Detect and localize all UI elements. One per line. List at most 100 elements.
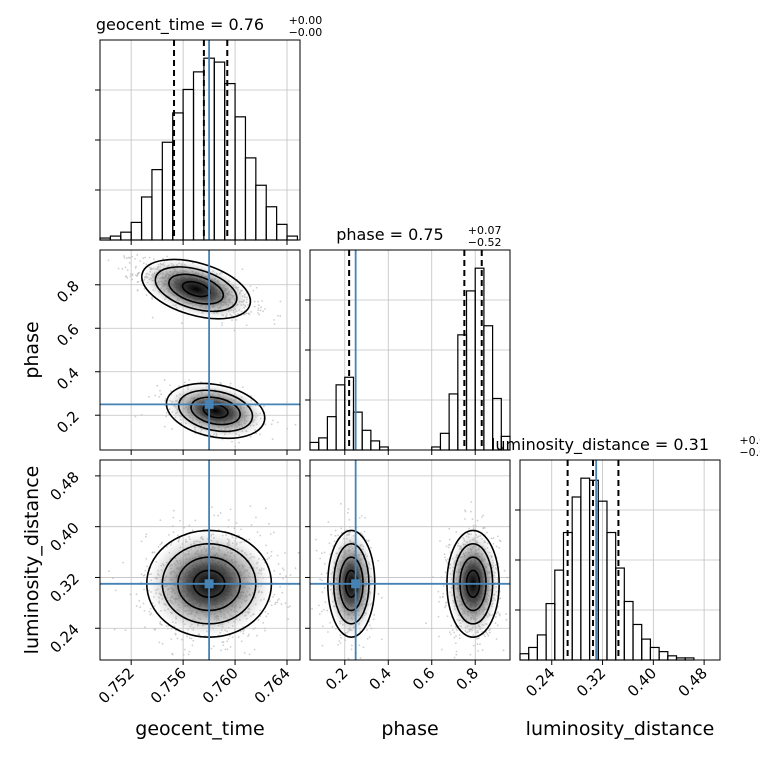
sample-point	[256, 634, 258, 637]
hist-bar-phase-6	[361, 429, 372, 451]
sample-point	[160, 393, 162, 396]
sample-point	[484, 635, 486, 638]
sample-point	[158, 395, 161, 398]
sample-point	[256, 312, 259, 314]
sample-point	[328, 542, 331, 545]
sample-point	[440, 576, 443, 579]
sample-point	[136, 274, 139, 277]
sample-point	[151, 551, 154, 554]
sample-point	[135, 265, 137, 268]
sample-point	[126, 277, 129, 279]
sample-point	[165, 625, 168, 627]
sample-point	[143, 288, 146, 290]
sample-point	[226, 648, 229, 651]
sample-point	[183, 526, 186, 529]
density-blob-1-0-0	[141, 259, 251, 319]
sample-point	[370, 627, 373, 630]
contour-1-0-0-1	[168, 273, 225, 305]
sample-point	[444, 556, 446, 559]
sample-point	[323, 608, 325, 611]
sample-point	[327, 631, 329, 633]
sample-point	[454, 642, 457, 645]
hist-bar-phase-0	[309, 441, 320, 451]
sample-point	[235, 522, 238, 524]
sample-point	[337, 643, 339, 646]
sample-point	[499, 614, 501, 617]
sample-point	[253, 300, 256, 303]
density-1-0	[140, 258, 266, 440]
sample-point	[297, 551, 300, 554]
sample-point	[285, 575, 287, 578]
sample-point	[154, 394, 157, 397]
sample-point	[455, 629, 458, 631]
sample-point	[272, 419, 274, 422]
sample-point	[327, 521, 330, 523]
sample-point	[274, 603, 277, 606]
sample-point	[330, 533, 333, 536]
sample-point	[323, 587, 326, 589]
hist-bar-geocent_time-16	[265, 206, 278, 241]
sample-point	[82, 249, 84, 251]
sample-point	[187, 653, 190, 656]
sample-point	[486, 633, 489, 635]
hist-bar-phase-3	[335, 384, 346, 451]
hist-bar-geocent_time-13	[234, 116, 247, 241]
hist-bar-geocent_time-12	[224, 82, 236, 241]
sample-point	[167, 533, 170, 536]
sample-point	[176, 637, 179, 640]
xlabel-geocent-time: geocent_time	[135, 718, 264, 740]
sample-point	[213, 514, 216, 517]
sample-point	[338, 640, 341, 642]
sample-point	[273, 319, 275, 321]
sample-point	[142, 602, 145, 605]
sample-point	[346, 511, 349, 514]
sample-point	[238, 441, 240, 444]
sample-point	[107, 259, 110, 262]
sample-point	[276, 599, 279, 602]
sample-point	[377, 593, 380, 595]
truth-marker-2-1	[351, 579, 361, 589]
sample-point	[148, 395, 150, 398]
sample-point	[194, 519, 197, 522]
title-phase: phase = 0.75	[336, 225, 443, 244]
sample-point	[458, 637, 461, 640]
sample-point	[191, 644, 194, 647]
sample-point	[453, 636, 456, 639]
sample-point	[358, 644, 361, 647]
hist-bar-luminosity_distance-17	[667, 655, 678, 661]
hist-bar-luminosity_distance-7	[580, 477, 591, 661]
sample-point	[372, 618, 375, 621]
sample-point	[318, 613, 321, 615]
sample-point	[350, 644, 353, 647]
sample-point	[373, 614, 375, 616]
sample-point	[145, 263, 148, 266]
contour-1-0-1-1	[190, 396, 241, 426]
sample-point	[294, 567, 297, 570]
hist-bar-luminosity_distance-15	[649, 646, 660, 661]
sample-point	[169, 384, 171, 387]
sample-point	[477, 637, 480, 640]
sample-point	[492, 537, 495, 539]
sample-point	[226, 640, 229, 643]
sample-point	[180, 322, 183, 324]
sample-point	[441, 648, 443, 651]
ytick-label-luminosity_distance-1: 0.32	[46, 570, 82, 606]
sample-point	[260, 306, 262, 309]
xtick-label-luminosity_distance-1: 0.32	[573, 664, 609, 700]
sample-point	[240, 640, 243, 643]
sample-point	[476, 643, 479, 645]
hist-bar-luminosity_distance-14	[641, 638, 652, 661]
sample-point	[294, 423, 297, 426]
sample-point	[117, 267, 120, 270]
sample-point	[160, 542, 163, 545]
sample-point	[334, 529, 337, 532]
sample-point	[241, 268, 244, 271]
sample-point	[266, 456, 268, 458]
sample-point	[188, 637, 191, 640]
sample-point	[247, 635, 249, 638]
sample-point	[247, 633, 250, 636]
sample-point	[231, 440, 233, 443]
sample-point	[126, 269, 129, 272]
xtick-label-luminosity_distance-2: 0.40	[624, 664, 660, 700]
sample-point	[188, 524, 191, 527]
